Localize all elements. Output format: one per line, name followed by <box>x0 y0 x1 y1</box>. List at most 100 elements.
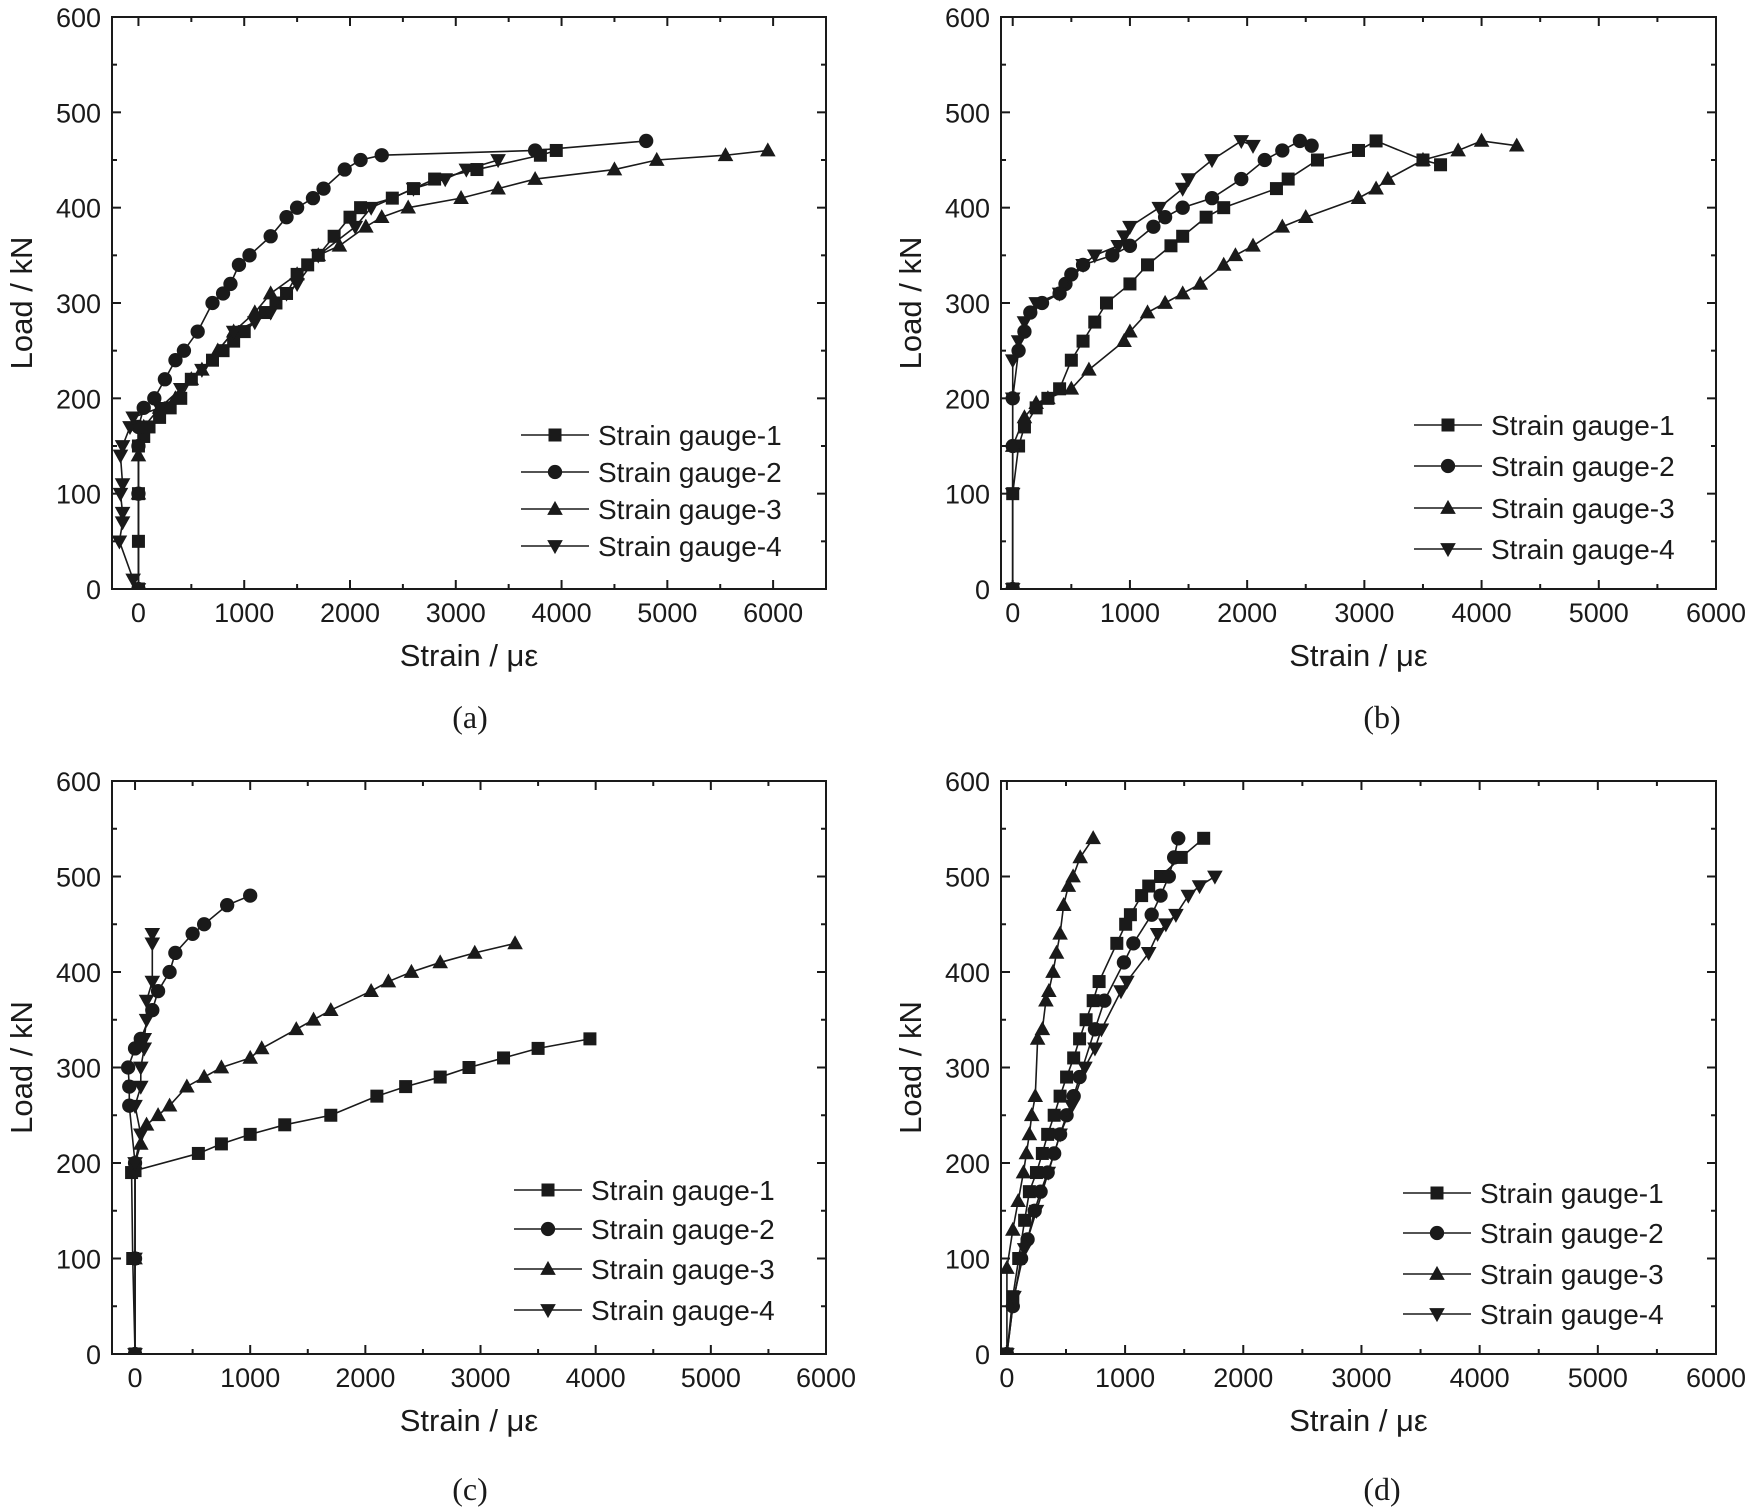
data-point <box>168 945 183 961</box>
data-point <box>1021 1126 1038 1141</box>
data-point <box>1099 296 1113 310</box>
data-point <box>1006 1290 1022 1305</box>
data-point <box>1168 908 1184 923</box>
series-2 <box>120 888 258 1354</box>
data-point <box>1234 171 1249 187</box>
data-point <box>490 154 506 169</box>
data-point <box>136 1042 153 1057</box>
data-point <box>1076 334 1090 348</box>
data-point <box>205 295 220 311</box>
legend-marker <box>1429 1265 1445 1280</box>
chart-panel-d: 0 1000 2000 3000 4000 5000 6000 0 100 200 300 400 50… <box>893 767 1746 1507</box>
x-axis-title: Strain / με <box>1289 638 1428 673</box>
data-point <box>1164 239 1178 253</box>
data-point <box>138 1116 155 1131</box>
data-point <box>120 1060 136 1075</box>
data-point <box>135 418 152 433</box>
data-point <box>1508 137 1525 152</box>
data-point <box>127 1252 143 1267</box>
data-point <box>1310 153 1324 167</box>
legend-entry: Strain gauge-1 <box>521 420 782 451</box>
data-point <box>1072 849 1088 864</box>
series-4 <box>127 927 161 1354</box>
data-point <box>648 151 665 166</box>
data-point <box>527 143 543 158</box>
legend-marker <box>547 464 563 480</box>
data-point <box>1028 394 1044 409</box>
x-tick-label: 2000 <box>1217 598 1277 628</box>
data-point <box>127 1157 143 1172</box>
data-point <box>278 287 295 302</box>
legend-marker <box>1440 499 1456 514</box>
data-point <box>1064 353 1078 367</box>
data-point <box>1055 897 1072 911</box>
data-point <box>163 401 177 415</box>
legend-entry: Strain gauge-3 <box>1414 493 1675 524</box>
data-point <box>1215 256 1232 271</box>
x-tick-label: 5000 <box>1569 598 1629 628</box>
data-point <box>1105 248 1120 263</box>
data-point <box>190 324 205 339</box>
data-point <box>363 982 379 997</box>
panel-label: (b) <box>1363 699 1400 735</box>
data-point <box>1028 297 1044 312</box>
data-point <box>470 163 484 177</box>
data-point <box>1144 907 1159 922</box>
x-tick-label: 0 <box>131 598 146 628</box>
x-axis-title: Strain / με <box>1289 1403 1428 1438</box>
legend-marker <box>1440 543 1456 558</box>
data-point <box>353 152 368 168</box>
data-point <box>1047 1108 1061 1122</box>
legend-marker <box>1441 418 1455 432</box>
data-point <box>1010 335 1027 350</box>
legend-entry: Strain gauge-2 <box>1403 1218 1664 1249</box>
data-point <box>1093 1023 1110 1038</box>
data-point <box>1217 201 1231 215</box>
data-point <box>1245 237 1261 252</box>
y-tick-label: 600 <box>945 767 990 797</box>
data-point <box>370 1089 384 1103</box>
data-point <box>1064 267 1079 282</box>
data-point <box>1245 139 1261 154</box>
data-point <box>196 917 212 932</box>
data-point <box>168 353 183 368</box>
data-point <box>1016 316 1033 331</box>
data-point <box>1157 294 1173 309</box>
series-3 <box>127 935 523 1354</box>
data-point <box>1023 1107 1040 1122</box>
data-point <box>432 954 449 969</box>
data-point <box>1018 1213 1032 1227</box>
data-point <box>243 888 258 903</box>
x-tick-label: 4000 <box>566 1363 626 1393</box>
legend-entry: Strain gauge-3 <box>1403 1259 1664 1290</box>
series-4 <box>1004 135 1261 589</box>
chart-panel-a: 0 1000 2000 3000 4000 5000 6000 0 100 200 300 400 50… <box>4 3 827 735</box>
legend-entry: Strain gauge-2 <box>521 457 782 488</box>
data-point <box>1038 992 1054 1007</box>
data-point <box>167 390 184 405</box>
data-point <box>1016 409 1033 424</box>
x-tick-label: 3000 <box>450 1363 510 1393</box>
x-tick-label: 5000 <box>681 1363 741 1393</box>
legend-marker <box>540 1304 556 1319</box>
data-point <box>1174 285 1191 300</box>
data-point <box>1064 1099 1080 1114</box>
data-point <box>1040 390 1056 405</box>
data-point <box>263 229 278 244</box>
data-point <box>1085 830 1101 845</box>
y-tick-label: 400 <box>56 194 101 224</box>
data-point <box>1051 287 1068 302</box>
data-point <box>507 935 523 950</box>
data-point <box>145 1003 160 1018</box>
x-tick-label: 1000 <box>1100 598 1160 628</box>
data-point <box>497 1051 511 1065</box>
legend-label: Strain gauge-1 <box>591 1175 775 1206</box>
data-point <box>1350 190 1367 204</box>
y-tick-label: 200 <box>945 1149 990 1179</box>
data-point <box>1139 304 1156 319</box>
data-point <box>1066 1089 1081 1104</box>
y-tick-label: 600 <box>56 767 101 797</box>
data-point <box>144 975 161 990</box>
data-point <box>1052 1128 1068 1143</box>
data-point <box>1004 583 1021 589</box>
